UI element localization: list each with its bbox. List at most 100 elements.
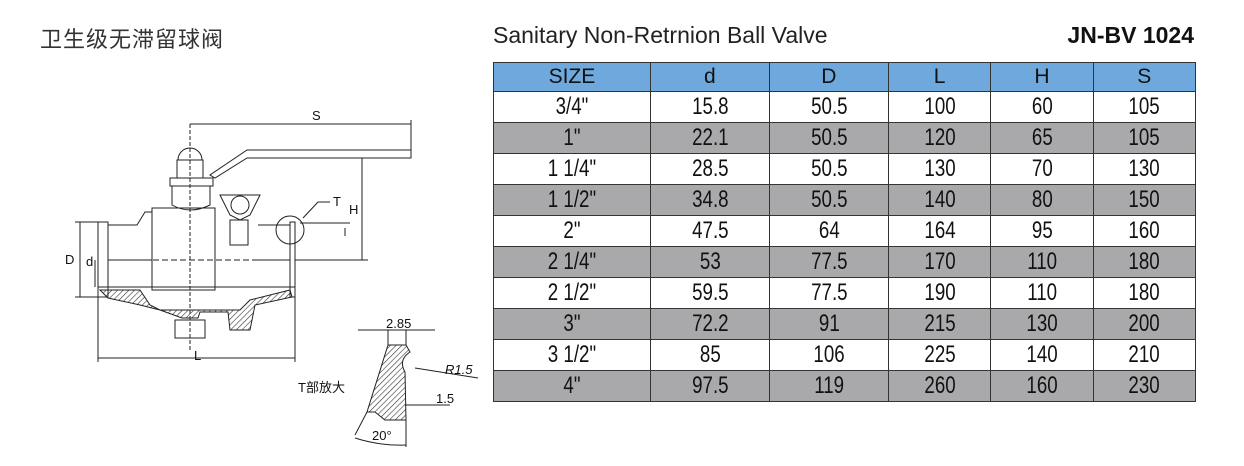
table-header: SIZE d D L H S (493, 62, 1197, 92)
cell-value: 150 (1128, 186, 1160, 213)
cell-value: 190 (923, 279, 956, 306)
valve-drawing: S T H D d L 2.85 R1.5 1.5 20° T部放大 (65, 108, 479, 447)
table-cell: 180 (1092, 277, 1197, 309)
column-header: H (990, 62, 1094, 92)
table-cell: 15.8 (649, 91, 770, 123)
table-row: 2 1/4" 53 77.5 170 110 180 (493, 246, 1197, 278)
cell-value: 2 1/4" (547, 248, 597, 275)
cell-value: 50.5 (810, 93, 848, 120)
cell-value: 225 (923, 341, 956, 368)
table-row: 1 1/2" 34.8 50.5 140 80 150 (493, 184, 1197, 216)
cell-value: 1" (563, 124, 581, 151)
cell-value: 53 (699, 248, 721, 275)
cell-value: 59.5 (691, 279, 729, 306)
table-cell: 28.5 (649, 153, 770, 185)
cell-value: 15.8 (691, 93, 729, 120)
table-cell: 77.5 (768, 277, 889, 309)
cell-value: 110 (1026, 248, 1057, 275)
cell-value: 50.5 (810, 186, 848, 213)
table-row: 2 1/2" 59.5 77.5 190 110 180 (493, 277, 1197, 309)
table-cell: 70 (990, 153, 1094, 185)
cell-value: 105 (1128, 124, 1160, 151)
table-cell: 225 (887, 339, 992, 371)
table-cell: 164 (887, 215, 992, 247)
title-english: Sanitary Non-Retrnion Ball Valve (493, 22, 828, 48)
table-cell: 2" (493, 215, 651, 247)
label-big-d: D (65, 252, 74, 267)
cell-value: 1 1/2" (547, 186, 597, 213)
table-cell: 105 (1092, 91, 1197, 123)
table-cell: 130 (887, 153, 992, 185)
table-cell: 3" (493, 308, 651, 340)
label-angle: 20° (372, 428, 392, 443)
table-row: 1 1/4" 28.5 50.5 130 70 130 (493, 153, 1197, 185)
cell-value: 260 (923, 372, 956, 399)
cell-value: 91 (818, 310, 840, 337)
label-h: H (349, 202, 358, 217)
table-cell: 34.8 (649, 184, 770, 216)
table-cell: 105 (1092, 122, 1197, 154)
cell-value: 70 (1031, 155, 1053, 182)
table-row: 3/4" 15.8 50.5 100 60 105 (493, 91, 1197, 123)
table-cell: 150 (1092, 184, 1197, 216)
table-cell: 140 (990, 339, 1094, 371)
label-small-d: d (86, 254, 93, 269)
table-cell: 210 (1092, 339, 1197, 371)
table-cell: 3/4" (493, 91, 651, 123)
table-cell: 230 (1092, 370, 1197, 402)
cell-value: 230 (1128, 372, 1160, 399)
cell-value: 130 (923, 155, 956, 182)
cell-value: 180 (1128, 279, 1160, 306)
cell-value: 80 (1031, 186, 1053, 213)
cell-value: 50.5 (810, 155, 848, 182)
table-cell: 50.5 (768, 91, 889, 123)
cell-value: 2" (563, 217, 581, 244)
table-row: 3 1/2" 85 106 225 140 210 (493, 339, 1197, 371)
cell-value: 72.2 (691, 310, 729, 337)
table-cell: 119 (768, 370, 889, 402)
cell-value: 106 (813, 341, 845, 368)
cell-value: 215 (923, 310, 956, 337)
table-row: 4" 97.5 119 260 160 230 (493, 370, 1197, 402)
label-s: S (312, 108, 321, 123)
size-table: SIZE d D L H S 3/4" 15.8 50.5 100 60 105 1" 22.1 50.5… (493, 62, 1197, 402)
cell-value: 3 1/2" (547, 341, 597, 368)
table-cell: 1 1/4" (493, 153, 651, 185)
table-cell: 110 (990, 246, 1094, 278)
table-cell: 180 (1092, 246, 1197, 278)
table-row: 1" 22.1 50.5 120 65 105 (493, 122, 1197, 154)
table-cell: 130 (990, 308, 1094, 340)
table-cell: 100 (887, 91, 992, 123)
table-cell: 22.1 (649, 122, 770, 154)
table-cell: 97.5 (649, 370, 770, 402)
label-width: 2.85 (386, 316, 411, 331)
label-l: L (194, 348, 201, 363)
table-cell: 50.5 (768, 122, 889, 154)
table-row: 2" 47.5 64 164 95 160 (493, 215, 1197, 247)
model-number: JN-BV 1024 (1067, 22, 1194, 48)
cell-value: 50.5 (810, 124, 848, 151)
cell-value: 22.1 (691, 124, 729, 151)
cell-value: 160 (1026, 372, 1058, 399)
cell-value: 130 (1128, 155, 1160, 182)
cell-value: 210 (1128, 341, 1160, 368)
table-cell: 2 1/2" (493, 277, 651, 309)
cell-value: 85 (699, 341, 721, 368)
cell-value: 64 (818, 217, 840, 244)
cell-value: 77.5 (810, 248, 848, 275)
cell-value: 95 (1031, 217, 1053, 244)
table-cell: 4" (493, 370, 651, 402)
cell-value: 65 (1031, 124, 1053, 151)
table-cell: 130 (1092, 153, 1197, 185)
label-t: T (333, 194, 341, 209)
title-chinese: 卫生级无滞留球阀 (40, 28, 225, 53)
table-cell: 160 (1092, 215, 1197, 247)
cell-value: 97.5 (691, 372, 729, 399)
table-cell: 110 (990, 277, 1094, 309)
label-radius: R1.5 (445, 362, 473, 377)
cell-value: 170 (923, 248, 956, 275)
cell-value: 140 (923, 186, 956, 213)
cell-value: 2 1/2" (547, 279, 597, 306)
table-cell: 190 (887, 277, 992, 309)
label-thickness: 1.5 (436, 391, 454, 406)
